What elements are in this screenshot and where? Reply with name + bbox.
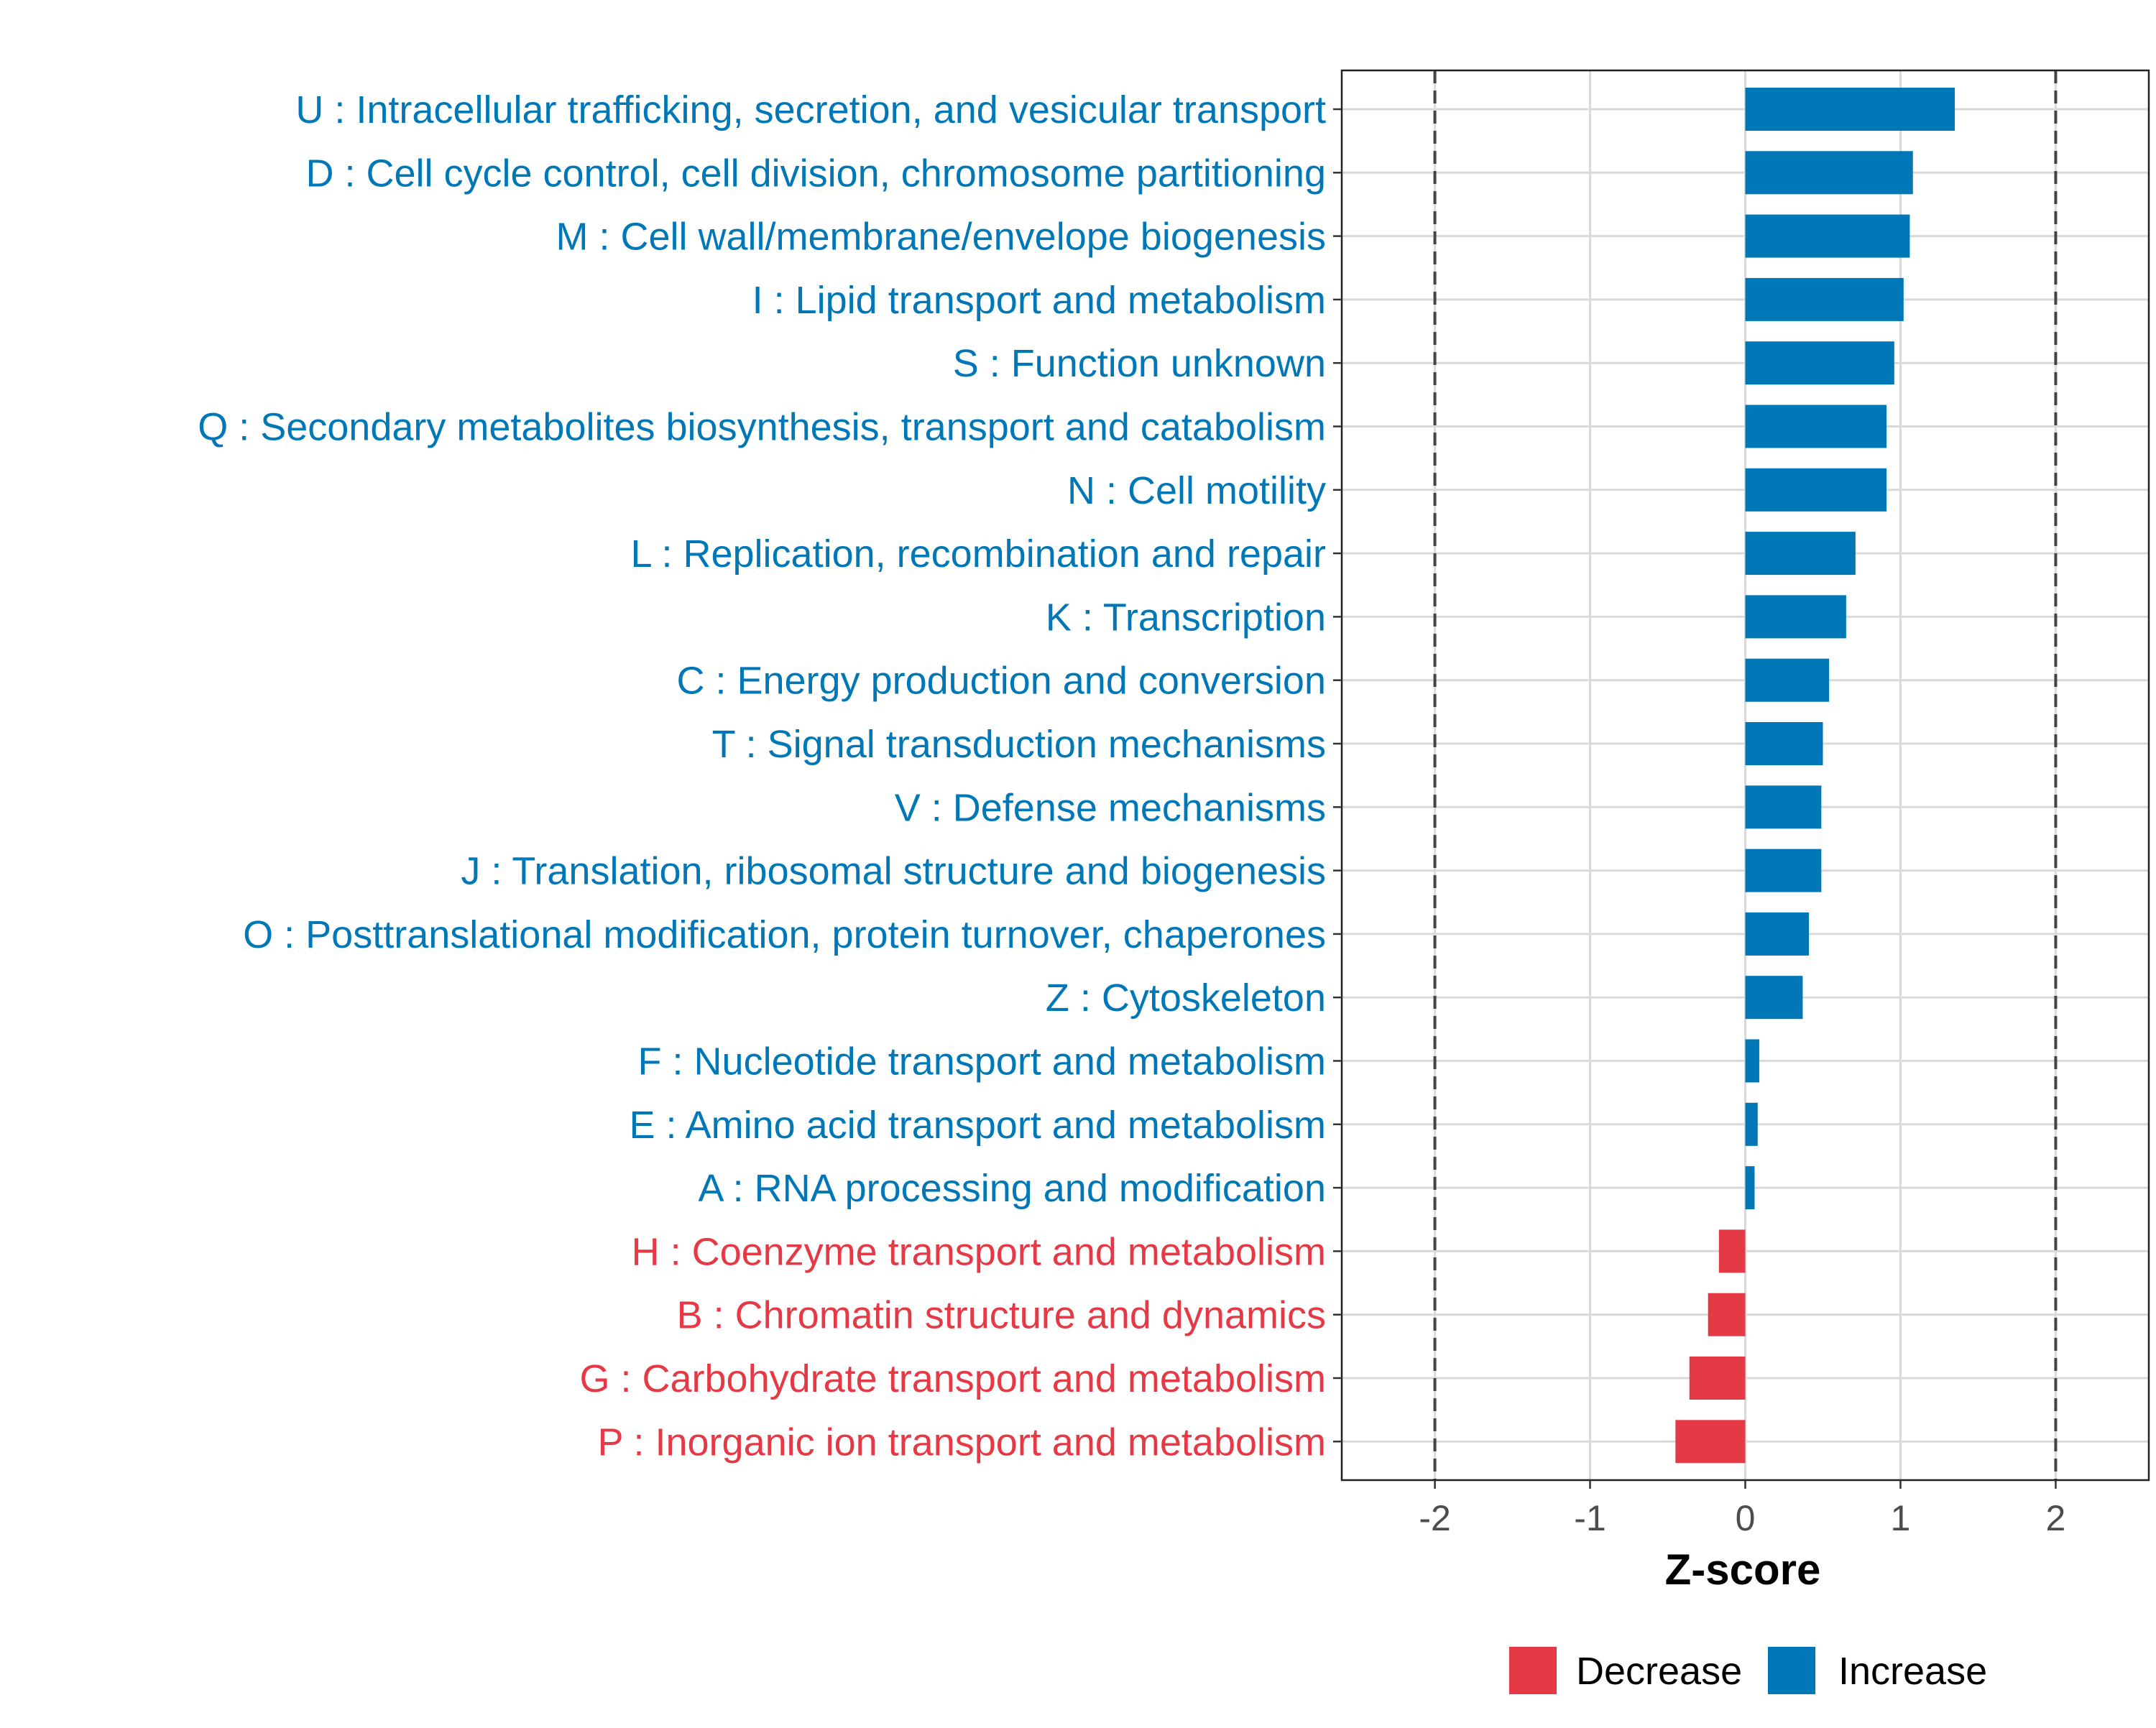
category-label: P : Inorganic ion transport and metaboli… [597, 1420, 1326, 1464]
category-label: G : Carbohydrate transport and metabolis… [580, 1357, 1327, 1400]
bar [1745, 88, 1955, 131]
bar [1745, 849, 1822, 892]
legend-swatch [1768, 1647, 1815, 1694]
x-tick-label: 2 [2046, 1498, 2066, 1538]
category-label: B : Chromatin structure and dynamics [677, 1294, 1326, 1337]
category-label: N : Cell motility [1067, 469, 1326, 512]
bar [1718, 1229, 1746, 1273]
bar [1745, 595, 1846, 639]
bars-layer [1675, 88, 1955, 1464]
bar [1745, 532, 1856, 576]
category-label: Z : Cytoskeleton [1046, 976, 1326, 1020]
legend-label: Increase [1838, 1650, 1987, 1693]
bar [1745, 658, 1830, 702]
bar [1675, 1420, 1746, 1464]
bar [1745, 912, 1810, 956]
bar [1689, 1357, 1746, 1400]
category-label: F : Nucleotide transport and metabolism [638, 1040, 1326, 1084]
x-tick-label: -1 [1574, 1498, 1606, 1538]
reference-lines [1433, 70, 2058, 1480]
category-label: U : Intracellular trafficking, secretion… [295, 88, 1326, 131]
category-label: L : Replication, recombination and repai… [630, 532, 1326, 576]
category-label: S : Function unknown [953, 342, 1326, 385]
bar [1745, 976, 1803, 1020]
bar [1745, 151, 1913, 195]
bar [1745, 1039, 1759, 1083]
x-tick-label: -2 [1419, 1498, 1450, 1538]
x-tick-label: 0 [1736, 1498, 1756, 1538]
category-label: K : Transcription [1046, 596, 1326, 639]
category-label: I : Lipid transport and metabolism [752, 279, 1326, 322]
category-label: D : Cell cycle control, cell division, c… [305, 152, 1326, 195]
legend-swatch [1509, 1647, 1557, 1694]
legend: Decrease Increase [1509, 1647, 1987, 1694]
category-label: M : Cell wall/membrane/envelope biogenes… [556, 216, 1326, 259]
category-label: V : Defense mechanisms [895, 786, 1326, 829]
bar [1745, 214, 1910, 258]
category-label: J : Translation, ribosomal structure and… [461, 850, 1326, 893]
category-label: H : Coenzyme transport and metabolism [632, 1230, 1326, 1273]
x-axis-title: Z-score [1665, 1546, 1821, 1594]
x-axis-ticks: -2 -1 0 1 2 [1419, 1480, 2065, 1538]
category-label: O : Posttranslational modification, prot… [243, 913, 1326, 956]
bar [1745, 1166, 1755, 1210]
bar [1745, 277, 1904, 321]
category-label: A : RNA processing and modification [699, 1167, 1326, 1210]
category-label: E : Amino acid transport and metabolism [630, 1104, 1326, 1147]
legend-label: Decrease [1576, 1650, 1742, 1693]
category-label: T : Signal transduction mechanisms [712, 723, 1326, 766]
bar [1708, 1293, 1746, 1336]
x-tick-label: 1 [1891, 1498, 1911, 1538]
category-label: C : Energy production and conversion [676, 660, 1326, 703]
bar [1745, 1102, 1758, 1146]
category-labels: U : Intracellular trafficking, secretion… [198, 88, 1342, 1464]
bar [1745, 785, 1822, 829]
bar [1745, 468, 1887, 512]
bar [1745, 722, 1823, 765]
bar [1745, 341, 1894, 385]
bar [1745, 405, 1887, 448]
category-label: Q : Secondary metabolites biosynthesis, … [198, 406, 1326, 449]
